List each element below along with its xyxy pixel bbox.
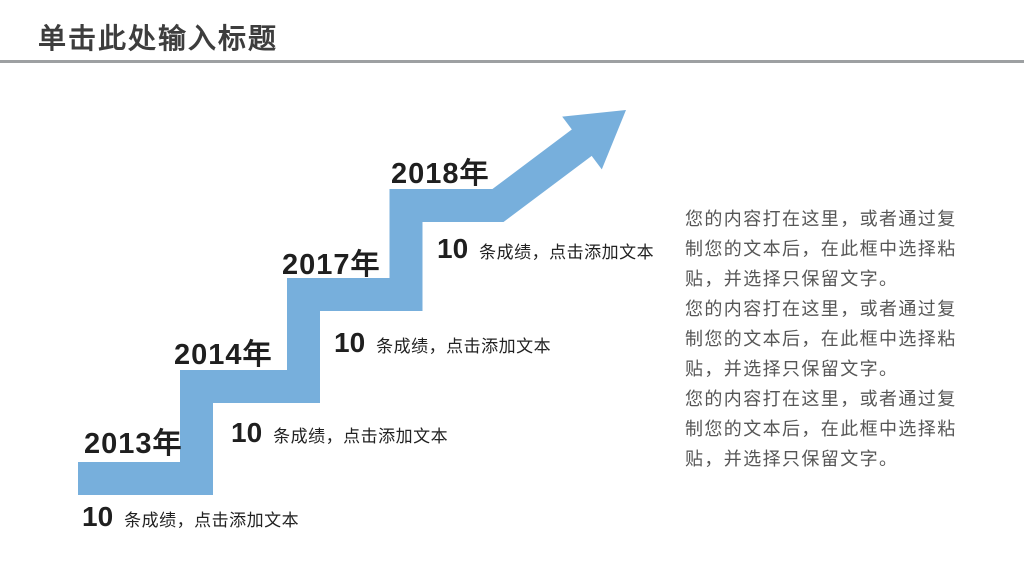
achievement-item[interactable]: 10 条成绩，点击添加文本 <box>334 327 551 359</box>
achievement-label: 条成绩，点击添加文本 <box>376 337 552 356</box>
year-label-2014[interactable]: 2014年 <box>174 339 273 371</box>
achievement-label: 条成绩，点击添加文本 <box>479 243 655 262</box>
achievement-label: 条成绩，点击添加文本 <box>273 427 449 446</box>
body-text-line: 您的内容打在这里，或者通过复 <box>685 299 957 319</box>
body-text-line: 贴，并选择只保留文字。 <box>685 269 899 289</box>
body-text-line: 您的内容打在这里，或者通过复 <box>685 389 957 409</box>
title-divider-line <box>0 60 1024 63</box>
body-text-line: 制您的文本后，在此框中选择粘 <box>685 329 957 349</box>
body-text-line: 您的内容打在这里，或者通过复 <box>685 209 957 229</box>
slide-title-placeholder[interactable]: 单击此处输入标题 <box>38 23 279 54</box>
achievement-label: 条成绩，点击添加文本 <box>124 511 300 530</box>
achievement-value: 10 <box>334 327 366 358</box>
arrowhead-icon <box>562 110 626 170</box>
body-text-placeholder[interactable]: 您的内容打在这里，或者通过复 制您的文本后，在此框中选择粘 贴，并选择只保留文字… <box>685 204 985 474</box>
year-label-2013[interactable]: 2013年 <box>84 428 183 460</box>
achievement-value: 10 <box>82 501 114 532</box>
body-text-line: 贴，并选择只保留文字。 <box>685 449 899 469</box>
year-label-2017[interactable]: 2017年 <box>282 249 381 281</box>
achievement-item[interactable]: 10 条成绩，点击添加文本 <box>231 417 448 449</box>
achievement-item[interactable]: 10 条成绩，点击添加文本 <box>82 501 299 533</box>
staircase-path <box>78 127 594 495</box>
body-text-line: 贴，并选择只保留文字。 <box>685 359 899 379</box>
body-text-line: 制您的文本后，在此框中选择粘 <box>685 419 957 439</box>
year-label-2018[interactable]: 2018年 <box>391 158 490 190</box>
achievement-value: 10 <box>437 233 469 264</box>
achievement-value: 10 <box>231 417 263 448</box>
body-text-line: 制您的文本后，在此框中选择粘 <box>685 239 957 259</box>
achievement-item[interactable]: 10 条成绩，点击添加文本 <box>437 233 654 265</box>
